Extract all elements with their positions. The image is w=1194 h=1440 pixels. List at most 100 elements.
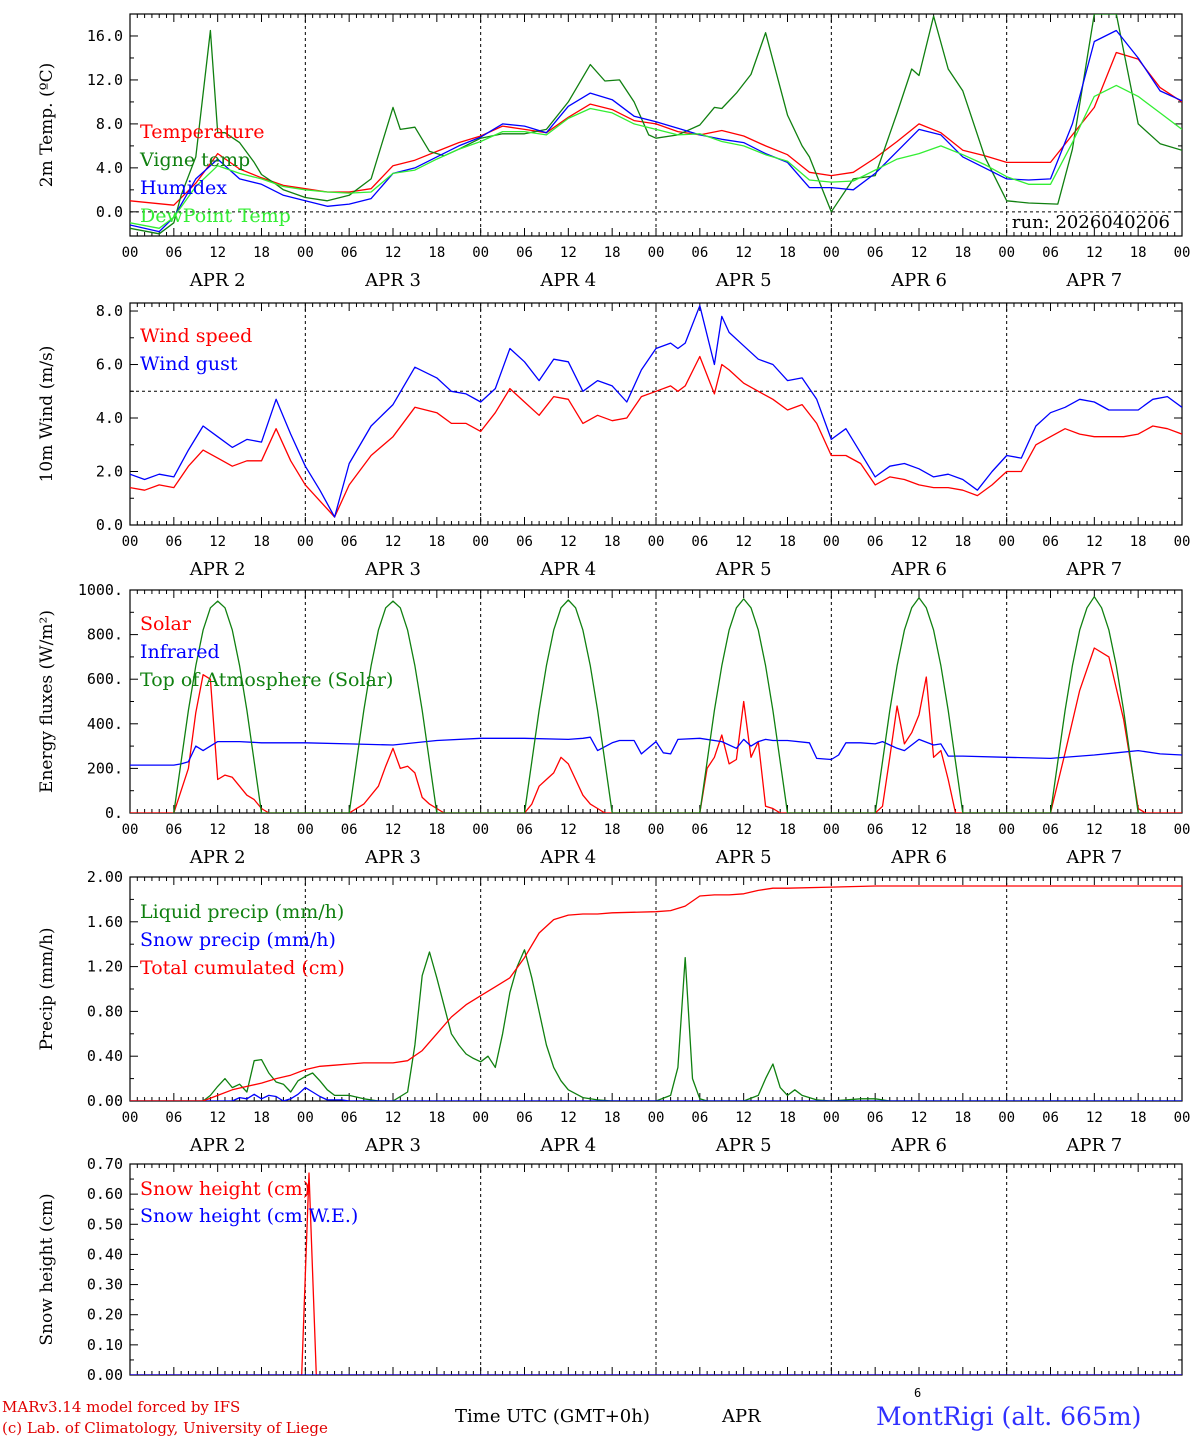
y-tick-label: 0. [105,804,123,822]
legend-entry: DewPoint Temp [140,205,291,227]
day-label: APR 2 [189,847,246,868]
series-line-wind-speed [130,355,1182,518]
x-tick-label: 06 [867,1110,884,1126]
day-label: APR 5 [715,559,772,580]
panel-2: 00 06 12 18 00 06 12 18 00 06 12 18 00 06 12 18 00 06 12 18… [37,302,1190,580]
y-tick-label: 2.00 [87,868,123,886]
legend-entry: Snow height (cm) [140,1178,310,1200]
y-axis-label: Precip (mm/h) [37,927,57,1050]
day-label: APR 3 [364,270,421,291]
day-label: APR 2 [189,270,246,291]
x-tick-label: 06 [1042,534,1059,550]
legend-entry: Vigne temp [139,149,250,171]
panel-4: 00 06 12 18 00 06 12 18 00 06 12 18 00 06 12 18 00 06 12 18… [37,868,1190,1156]
series-line-total-cumulated-cm- [130,885,1182,1101]
x-tick-label: 06 [341,245,358,261]
x-tick-label: 00 [297,822,314,838]
x-tick-label: 00 [122,822,139,838]
day-label: APR 7 [1065,270,1122,291]
x-tick-label: 12 [1086,245,1103,261]
x-tick-label: 12 [911,822,928,838]
x-tick-label: 06 [341,1110,358,1126]
day-label: APR 3 [364,847,421,868]
x-tick-label: 00 [823,822,840,838]
y-tick-label: 0.00 [87,1092,123,1110]
x-tick-label: 18 [604,822,621,838]
series-line-liquid-precip-mm-h- [130,949,1182,1101]
y-tick-label: 12.0 [87,71,123,89]
x-tick-label: 06 [691,822,708,838]
y-tick-label: 1.60 [87,913,123,931]
credit-lab: (c) Lab. of Climatology, University of L… [2,1419,328,1437]
x-tick-label: 00 [998,245,1015,261]
legend-entry: Infrared [140,641,220,663]
x-tick-label: 00 [472,245,489,261]
legend-entry: Temperature [140,121,264,143]
x-tick-label: 12 [1086,534,1103,550]
y-axis-label: Snow height (cm) [37,1193,57,1345]
legend-entry: Humidex [140,177,227,199]
x-tick-label: 12 [385,822,402,838]
x-tick-label: 12 [385,534,402,550]
y-tick-label: 16.0 [87,27,123,45]
x-tick-label: 00 [1174,822,1191,838]
x-tick-label: 00 [122,1110,139,1126]
x-axis-month: APR [722,1406,761,1427]
y-tick-label: 2.0 [96,463,123,481]
y-tick-label: 600. [87,670,123,688]
x-tick-label: 00 [648,1110,665,1126]
legend-entry: Wind speed [140,325,252,347]
day-label: APR 4 [539,559,596,580]
y-tick-label: 200. [87,759,123,777]
station-name: MontRigi (alt. 665m) [876,1402,1142,1431]
day-label: APR 3 [364,1135,421,1156]
x-tick-label: 06 [165,245,182,261]
y-tick-label: 0.70 [87,1155,123,1173]
day-label: APR 7 [1065,1135,1122,1156]
day-label: APR 4 [539,847,596,868]
x-tick-label: 06 [516,245,533,261]
series-line-snow-height-cm- [130,1172,1182,1375]
x-tick-label: 12 [560,822,577,838]
y-tick-label: 0.20 [87,1306,123,1324]
day-label: APR 3 [364,559,421,580]
day-label: APR 2 [189,559,246,580]
y-tick-label: 400. [87,715,123,733]
x-tick-label: 12 [209,534,226,550]
x-tick-label: 06 [691,534,708,550]
series-line-wind-gust [130,305,1182,518]
x-tick-label: 18 [428,822,445,838]
x-tick-label: 18 [954,534,971,550]
y-axis-label: Energy fluxes (W/m²) [37,610,57,793]
panel-1: 00 06 12 18 00 06 12 18 00 06 12 18 00 06 12 18 00 06 12 18… [37,13,1190,291]
x-tick-label: 06 [867,822,884,838]
x-tick-label: 18 [1130,245,1147,261]
x-tick-label: 12 [385,245,402,261]
x-tick-label: 06 [867,245,884,261]
x-axis-title: Time UTC (GMT+0h) [455,1406,650,1427]
x-tick-label: 00 [297,245,314,261]
day-label: APR 5 [715,847,772,868]
x-tick-label: 00 [1174,1110,1191,1126]
x-tick-label: 06 [165,534,182,550]
x-tick-label: 18 [253,822,270,838]
x-tick-label: 00 [297,534,314,550]
x-tick-label: 18 [779,534,796,550]
x-tick-label: 06 [691,245,708,261]
day-label: APR 6 [890,847,947,868]
y-tick-label: 0.60 [87,1185,123,1203]
y-tick-label: 4.0 [96,409,123,427]
x-tick-label: 12 [209,245,226,261]
x-tick-label: 18 [604,245,621,261]
x-tick-label: 06 [1042,245,1059,261]
x-tick-label: 12 [735,534,752,550]
x-tick-label: 00 [472,1110,489,1126]
day-label: APR 5 [715,1135,772,1156]
day-label: APR 7 [1065,847,1122,868]
y-tick-label: 6.0 [96,356,123,374]
series-line-vigne-temp [130,14,1182,235]
small-number: 6 [914,1386,922,1400]
series-line-solar [130,647,1182,813]
y-tick-label: 800. [87,626,123,644]
